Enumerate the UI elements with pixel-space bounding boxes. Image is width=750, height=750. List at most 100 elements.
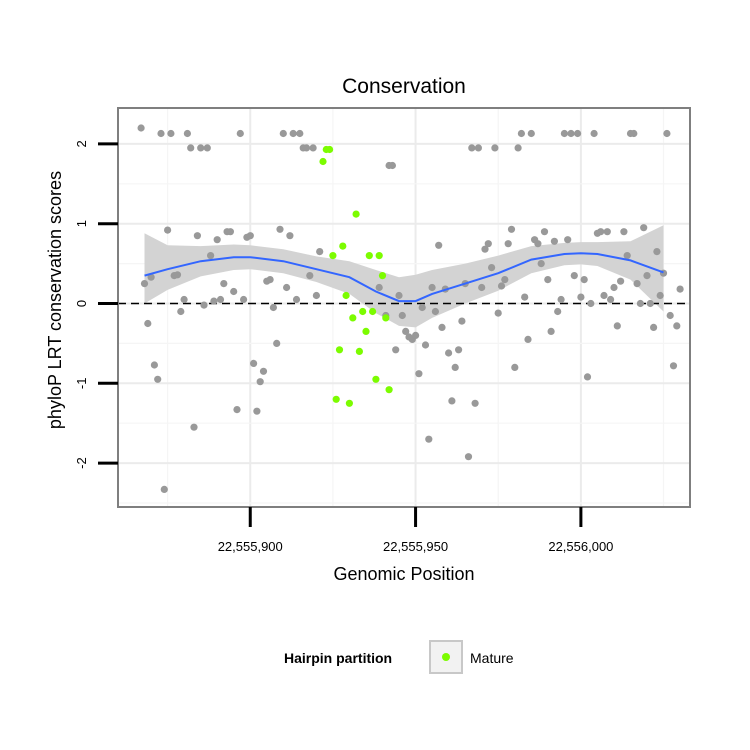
point-mature — [329, 252, 337, 260]
point-other — [421, 341, 430, 349]
point-other — [273, 339, 281, 347]
point-other — [567, 129, 575, 138]
point-other — [521, 293, 529, 301]
legend: Hairpin partition Mature — [284, 640, 514, 674]
point-other — [187, 144, 195, 152]
point-other — [236, 129, 244, 138]
point-other — [216, 295, 225, 304]
point-other — [577, 293, 585, 301]
point-other — [200, 301, 208, 309]
point-other — [246, 232, 254, 240]
x-tick-label: 22,555,950 — [383, 539, 448, 554]
point-other — [544, 276, 552, 284]
point-other — [564, 236, 572, 244]
point-other — [633, 280, 641, 288]
legend-mature-swatch — [442, 653, 450, 661]
point-other — [514, 144, 522, 152]
point-other — [484, 240, 492, 248]
point-other — [296, 129, 304, 138]
point-mature — [362, 327, 370, 335]
point-other — [511, 363, 519, 371]
point-other — [478, 283, 486, 292]
point-mature — [335, 346, 344, 354]
point-other — [402, 327, 410, 335]
point-other — [488, 264, 496, 272]
point-other — [663, 129, 671, 138]
point-other — [259, 367, 268, 375]
point-mature — [365, 252, 373, 260]
point-other — [643, 272, 651, 280]
point-other — [388, 161, 396, 170]
point-mature — [326, 145, 334, 154]
point-other — [140, 280, 149, 288]
x-axis-title: Genomic Position — [333, 564, 474, 584]
point-other — [607, 295, 615, 304]
point-other — [464, 453, 473, 461]
point-other — [398, 311, 406, 320]
point-other — [600, 291, 608, 300]
point-mature — [355, 347, 363, 355]
point-other — [570, 272, 578, 280]
point-other — [312, 291, 320, 300]
point-other — [656, 291, 664, 300]
point-other — [190, 423, 198, 431]
point-other — [154, 375, 162, 383]
point-other — [458, 317, 466, 325]
point-other — [610, 283, 618, 292]
legend-title: Hairpin partition — [284, 650, 392, 666]
grid-lines — [118, 108, 690, 507]
point-other — [173, 271, 182, 279]
point-other — [233, 406, 241, 414]
point-other — [468, 144, 476, 152]
point-other — [597, 228, 605, 236]
point-other — [554, 307, 562, 316]
point-mature — [319, 157, 327, 166]
point-other — [501, 276, 509, 284]
point-other — [623, 252, 631, 260]
point-other — [438, 323, 446, 331]
point-other — [524, 335, 532, 343]
point-other — [425, 435, 433, 443]
point-other — [269, 303, 277, 312]
point-other — [418, 303, 426, 312]
point-mature — [352, 210, 360, 218]
point-other — [583, 373, 592, 381]
point-other — [603, 228, 611, 236]
point-other — [494, 309, 502, 317]
point-other — [302, 144, 311, 152]
y-axis-title: phyloP LRT conservation scores — [45, 171, 65, 429]
point-other — [640, 224, 648, 232]
point-other — [666, 311, 674, 320]
point-other — [286, 232, 294, 240]
point-other — [157, 129, 165, 138]
point-other — [415, 370, 423, 378]
point-other — [587, 299, 595, 308]
plot-panel — [117, 107, 691, 508]
point-other — [669, 362, 678, 370]
point-other — [497, 282, 506, 290]
point-other — [504, 240, 512, 248]
point-other — [507, 225, 516, 233]
point-other — [164, 226, 172, 234]
chart-title: Conservation — [342, 75, 466, 98]
point-other — [240, 295, 248, 304]
point-other — [557, 295, 565, 304]
point-other — [630, 129, 638, 138]
point-other — [220, 280, 228, 288]
point-other — [309, 144, 317, 152]
point-other — [183, 129, 191, 138]
y-tick-label: 2 — [74, 140, 89, 147]
point-mature — [369, 307, 377, 316]
x-tick-label: 22,556,000 — [548, 539, 613, 554]
point-other — [137, 124, 145, 132]
point-other — [144, 319, 152, 328]
point-other — [428, 283, 436, 292]
point-other — [210, 297, 218, 305]
point-other — [560, 129, 569, 138]
point-other — [527, 129, 535, 138]
x-tick-label: 22,555,900 — [218, 539, 283, 554]
y-tick-label: -2 — [74, 457, 89, 469]
point-other — [256, 378, 264, 386]
confidence-ribbon — [144, 225, 664, 328]
